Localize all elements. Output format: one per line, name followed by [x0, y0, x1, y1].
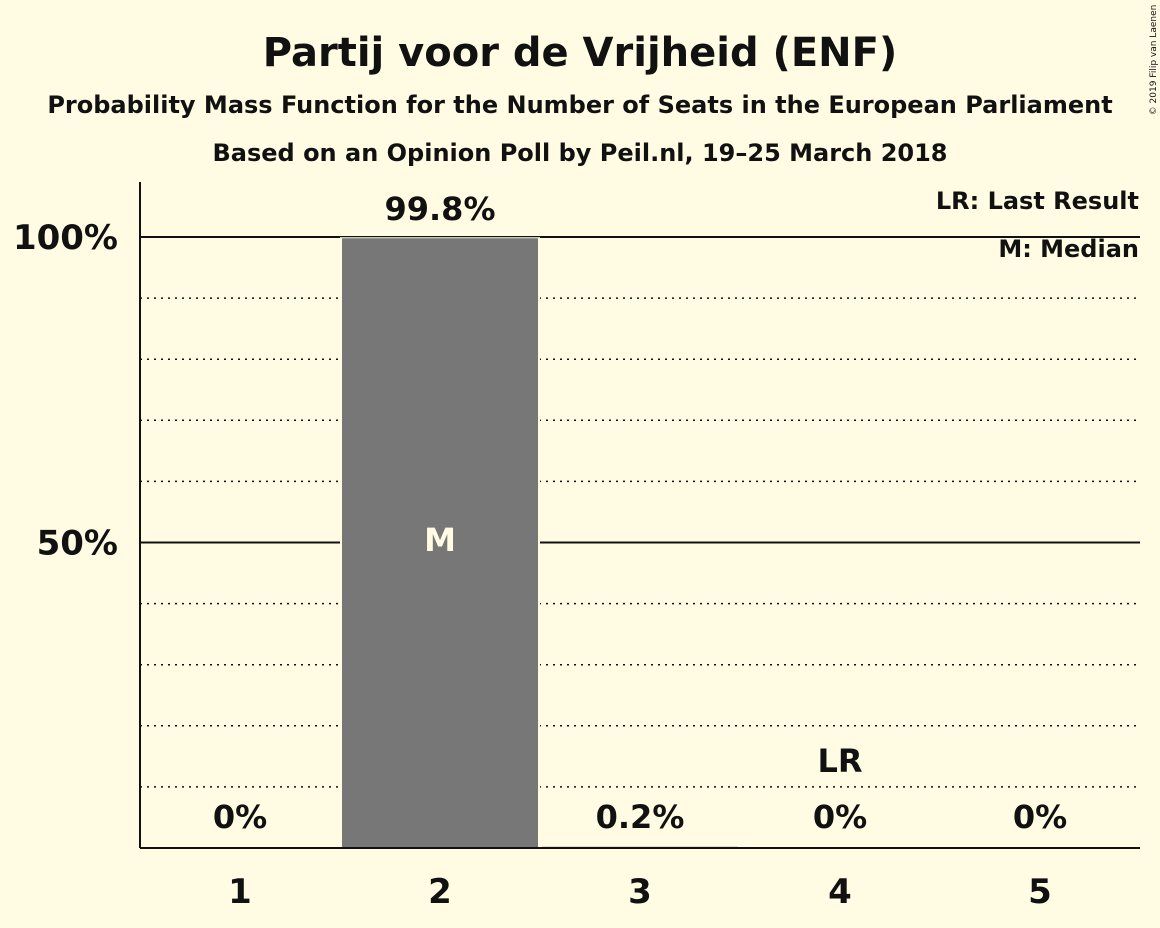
- bar-value-label: 0.2%: [596, 798, 685, 836]
- legend-median: M: Median: [998, 235, 1139, 263]
- x-tick-label: 1: [228, 872, 252, 912]
- bar-value-label: 0%: [1013, 798, 1067, 836]
- y-tick-label: 100%: [13, 218, 118, 258]
- legend-last-result: LR: Last Result: [936, 187, 1139, 215]
- chart-title: Partij voor de Vrijheid (ENF): [263, 30, 897, 76]
- grid-layer: 50% 100%: [13, 218, 1140, 788]
- x-tick-label: 4: [828, 872, 852, 912]
- copyright-text: © 2019 Filip van Laenen: [1149, 5, 1159, 116]
- median-marker: M: [424, 521, 456, 559]
- labels-layer: 0% 1 99.8% 2 M 0.2% 3 0% 4 LR 0% 5: [213, 190, 1067, 912]
- chart-subtitle: Probability Mass Function for the Number…: [47, 91, 1112, 119]
- chart-subtitle-2: Based on an Opinion Poll by Peil.nl, 19–…: [212, 139, 947, 167]
- bar-value-label: 99.8%: [384, 190, 495, 228]
- x-tick-label: 5: [1028, 872, 1052, 912]
- last-result-marker: LR: [817, 742, 862, 780]
- legend: LR: Last Result M: Median: [936, 187, 1139, 263]
- bar: [342, 238, 538, 849]
- x-tick-label: 2: [428, 872, 452, 912]
- y-tick-label: 50%: [37, 524, 118, 564]
- bar-value-label: 0%: [213, 798, 267, 836]
- x-tick-label: 3: [628, 872, 652, 912]
- bar-value-label: 0%: [813, 798, 867, 836]
